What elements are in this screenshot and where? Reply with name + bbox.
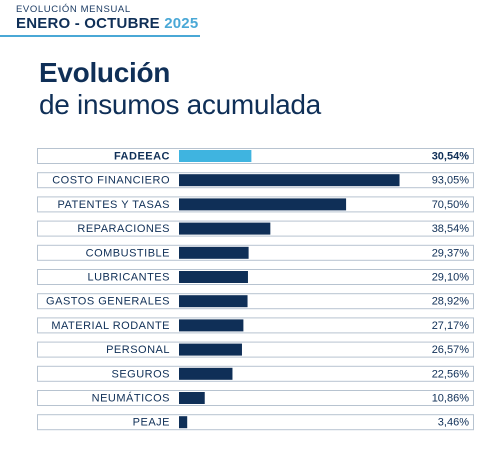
row-frame [37, 390, 474, 406]
category-label: REPARACIONES [77, 223, 170, 235]
row-frame [37, 365, 474, 382]
bar [179, 246, 249, 259]
bar [179, 174, 400, 187]
bar [179, 319, 244, 332]
period-year: 2025 [164, 15, 199, 32]
category-label: LUBRICANTES [87, 272, 170, 284]
category-label: SEGUROS [111, 368, 170, 380]
bar [179, 392, 205, 404]
value-label: 3,46% [438, 417, 469, 429]
chart-title-line1: Evolución [39, 57, 171, 88]
value-label: 10,86% [432, 393, 470, 405]
bar [179, 343, 242, 356]
row-frame [37, 414, 474, 431]
bar [179, 367, 233, 380]
category-label: PATENTES Y TASAS [57, 199, 170, 211]
row-frame [37, 269, 474, 285]
value-label: 29,37% [432, 247, 470, 259]
row-frame [37, 244, 474, 261]
period-months: ENERO - OCTUBRE [16, 15, 160, 32]
category-label: FADEEAC [114, 151, 170, 163]
value-label: 28,92% [432, 296, 470, 308]
row-frame [37, 172, 474, 189]
bar [179, 150, 252, 162]
category-label: NEUMÁTICOS [92, 392, 170, 405]
value-label: 22,56% [432, 368, 470, 380]
category-label: PERSONAL [106, 344, 170, 356]
value-label: 38,54% [432, 223, 470, 235]
row-frame [37, 220, 474, 237]
value-label: 30,54% [432, 151, 470, 163]
header-period: ENERO - OCTUBRE 2025 [16, 15, 198, 32]
row-frame [37, 317, 474, 334]
category-label: MATERIAL RODANTE [51, 320, 170, 332]
value-label: 26,57% [432, 344, 470, 356]
row-frame [37, 293, 474, 310]
bar [179, 271, 248, 283]
bar [179, 295, 248, 308]
bar [179, 222, 271, 235]
category-label: COMBUSTIBLE [86, 247, 170, 259]
value-label: 29,10% [432, 272, 470, 284]
row-frame [37, 196, 474, 213]
header-subtitle: EVOLUCIÓN MENSUAL [16, 4, 131, 15]
row-frame [37, 148, 474, 164]
value-label: 27,17% [432, 320, 470, 332]
category-label: GASTOS GENERALES [46, 296, 170, 308]
header-rule [0, 35, 200, 37]
bar [179, 416, 188, 429]
bar [179, 198, 347, 211]
value-label: 93,05% [432, 175, 470, 187]
category-label: PEAJE [133, 417, 170, 429]
row-frame [37, 341, 474, 358]
chart-title-line2: de insumos acumulada [39, 89, 321, 120]
category-label: COSTO FINANCIERO [52, 175, 170, 187]
value-label: 70,50% [432, 199, 470, 211]
